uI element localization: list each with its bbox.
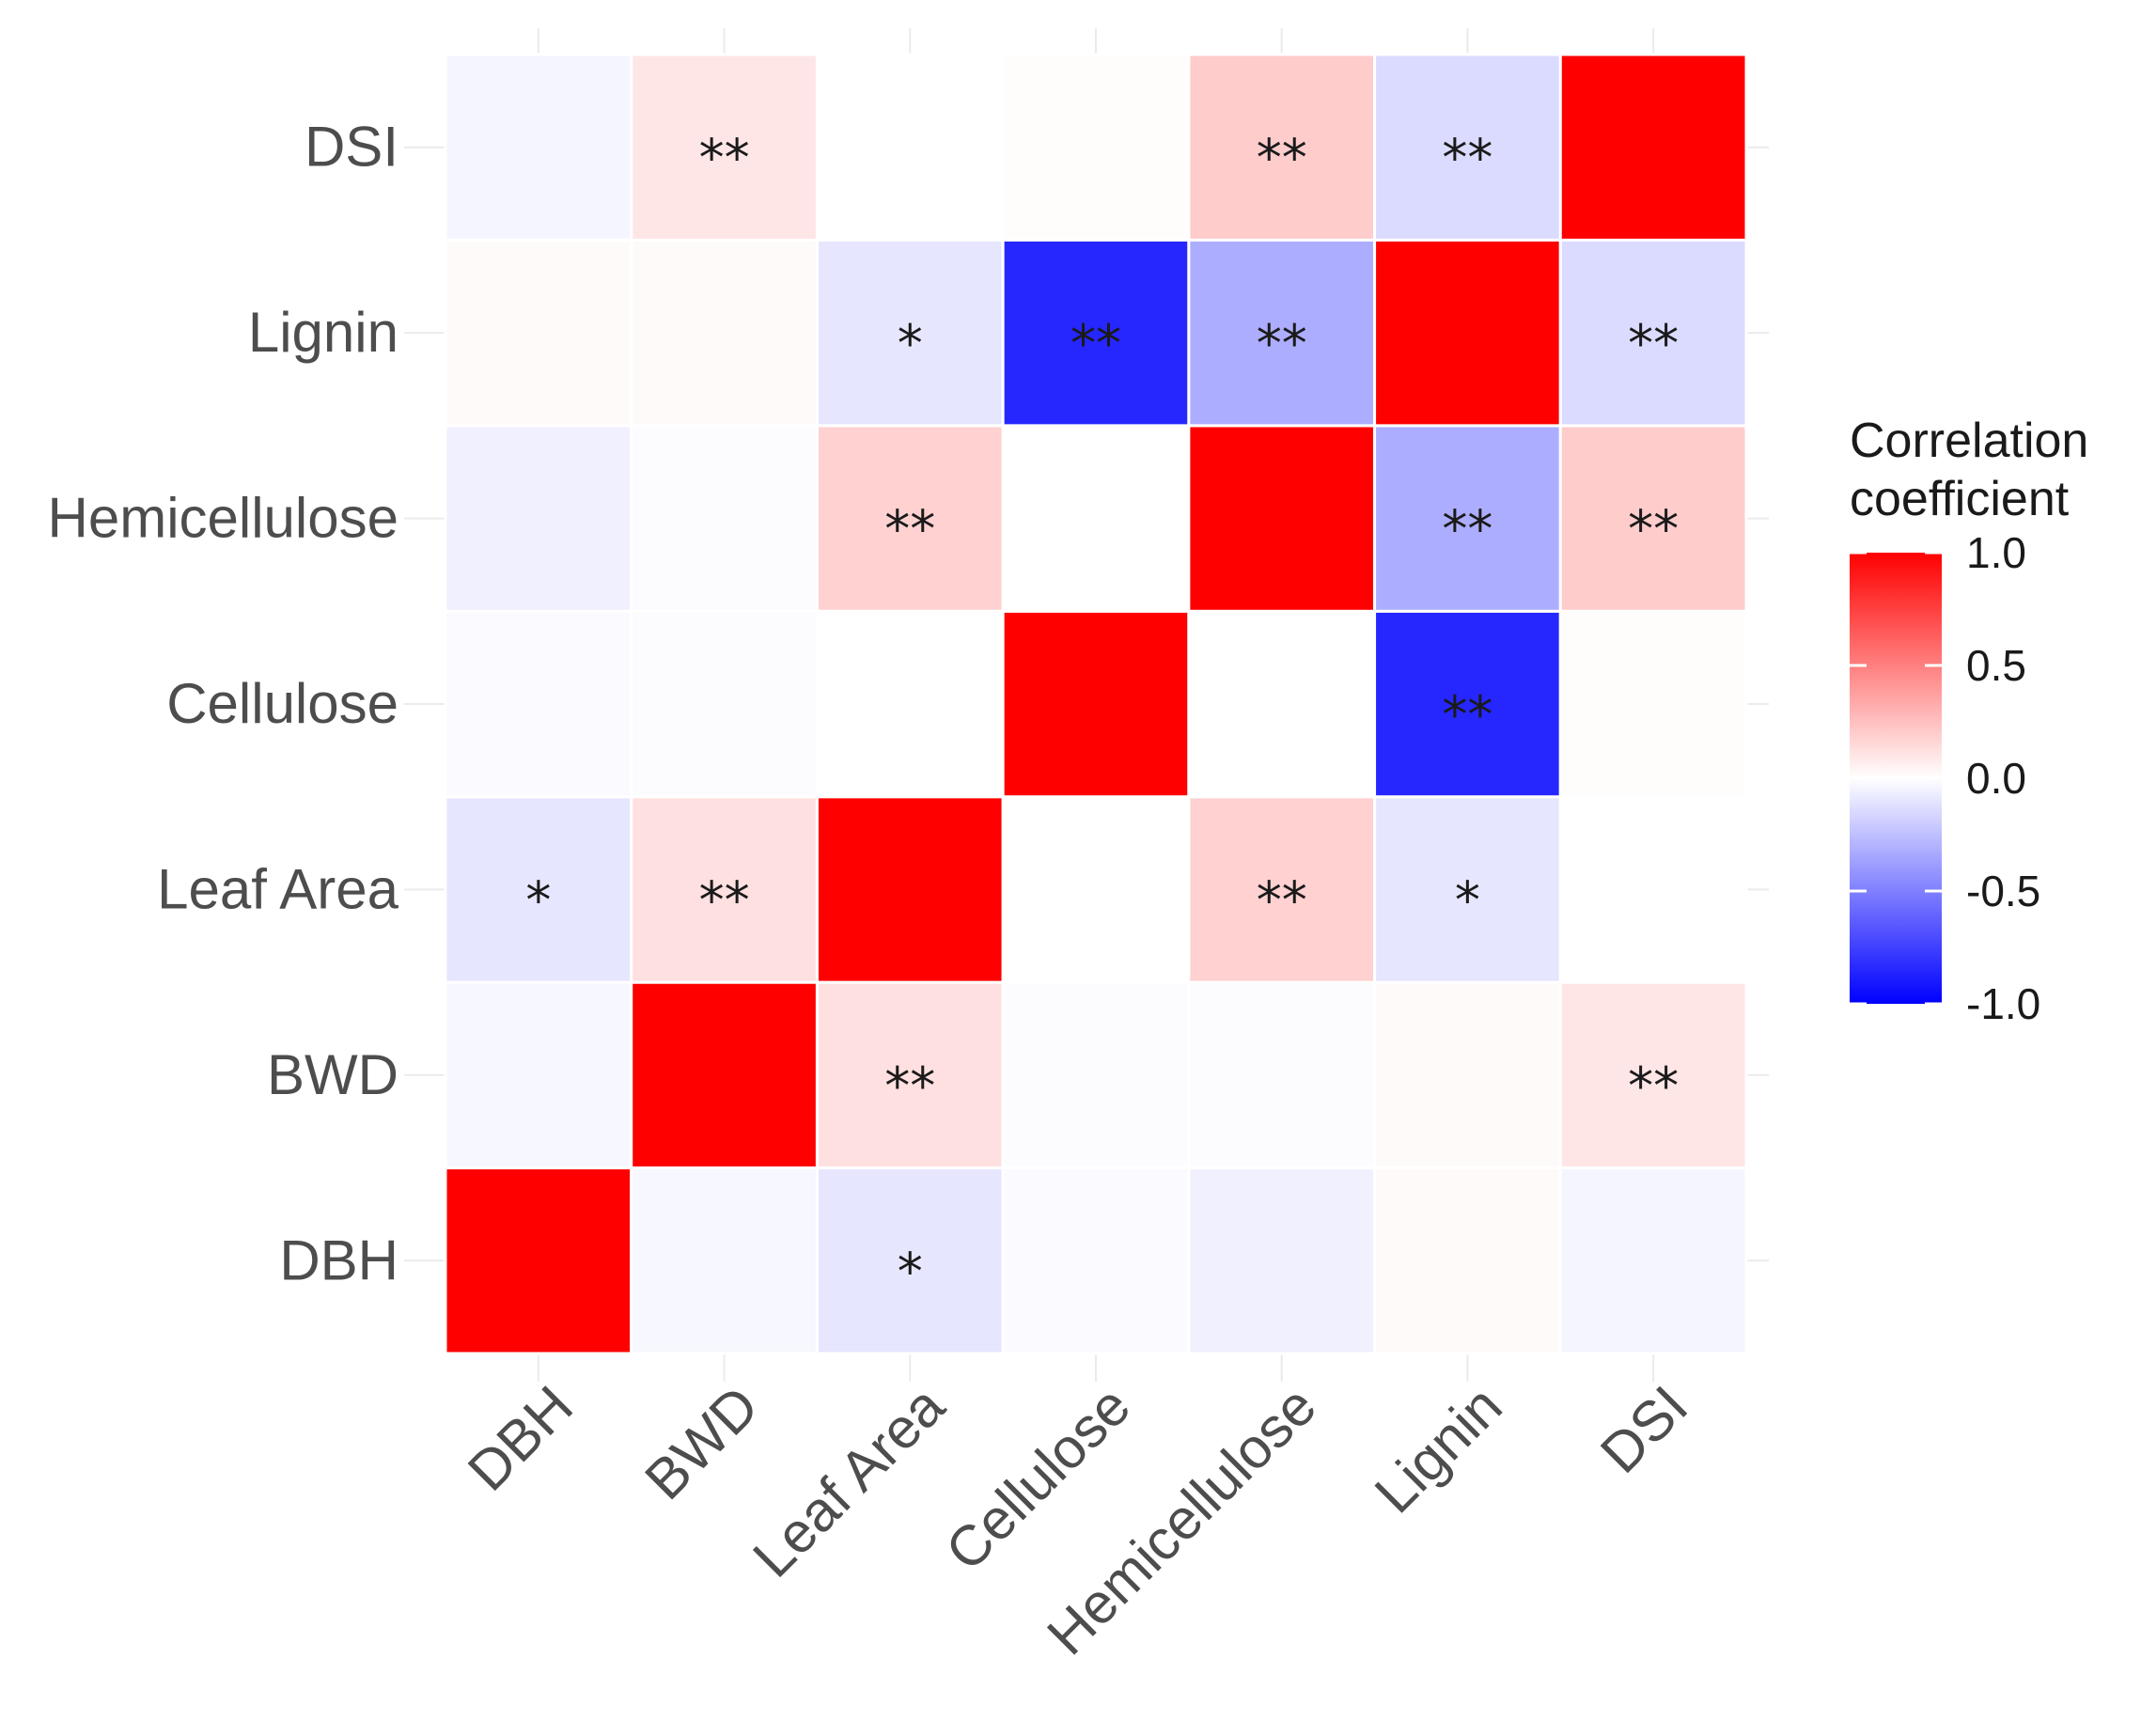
- heatmap-cell-cellulose-leaf-area: [815, 609, 1005, 799]
- heatmap-cell-lignin-hemicellulose: [1187, 238, 1377, 428]
- heatmap-cell-hemicellulose-lignin: [1373, 424, 1562, 613]
- significance-marker: **: [1628, 314, 1679, 373]
- y-tick-label-leaf-area: Leaf Area: [157, 857, 399, 920]
- x-tick-label-bwd: BWD: [633, 1374, 770, 1511]
- y-tick-label-dbh: DBH: [279, 1228, 399, 1291]
- heatmap-cell-dsi-leaf-area: [815, 53, 1005, 242]
- legend-break-label: -1.0: [1966, 979, 2040, 1028]
- heatmap-cell-cellulose-cellulose: [1001, 609, 1191, 799]
- heatmap-cell-bwd-bwd: [630, 980, 819, 1170]
- color-legend: Correlation coefficient 1.0 0.5 0.0 -0.5 -1.…: [1850, 414, 2088, 1028]
- heatmap-cell-dbh-dbh: [444, 1166, 633, 1355]
- heatmap-cell-dbh-dsi: [1558, 1166, 1748, 1355]
- x-tick-label-lignin: Lignin: [1363, 1374, 1514, 1525]
- heatmap-cell-hemicellulose-dsi: [1558, 424, 1748, 613]
- heatmap-cells: [444, 53, 1748, 1355]
- significance-marker: **: [699, 129, 750, 188]
- heatmap-cell-bwd-dsi: [1558, 980, 1748, 1170]
- heatmap-cell-hemicellulose-hemicellulose: [1187, 424, 1377, 613]
- heatmap-cell-cellulose-lignin: [1373, 609, 1562, 799]
- heatmap-cell-leaf-area-leaf-area: [815, 795, 1005, 984]
- x-tick-label-dbh: DBH: [456, 1374, 585, 1503]
- heatmap-cell-leaf-area-hemicellulose: [1187, 795, 1377, 984]
- heatmap-cell-leaf-area-lignin: [1373, 795, 1562, 984]
- significance-marker: **: [884, 500, 935, 559]
- heatmap-cell-bwd-lignin: [1373, 980, 1562, 1170]
- y-tick-label-lignin: Lignin: [248, 301, 399, 364]
- significance-marker: **: [1628, 500, 1679, 559]
- heatmap-cell-dsi-dsi: [1558, 53, 1748, 242]
- heatmap-cell-cellulose-dbh: [444, 609, 633, 799]
- legend-break-label: 0.5: [1966, 641, 2026, 690]
- heatmap-cell-bwd-dbh: [444, 980, 633, 1170]
- significance-marker: **: [884, 1056, 935, 1116]
- heatmap-cell-dbh-lignin: [1373, 1166, 1562, 1355]
- legend-breaks: 1.0 0.5 0.0 -0.5 -1.0: [1850, 528, 2040, 1028]
- significance-marker: **: [1628, 1056, 1679, 1116]
- heatmap-cell-dbh-hemicellulose: [1187, 1166, 1377, 1355]
- x-tick-label-leaf-area: Leaf Area: [741, 1373, 956, 1588]
- significance-marker: **: [1257, 870, 1307, 930]
- significance-marker: *: [898, 1242, 923, 1301]
- heatmap-cell-leaf-area-cellulose: [1001, 795, 1191, 984]
- heatmap-cell-bwd-cellulose: [1001, 980, 1191, 1170]
- heatmap-cell-lignin-cellulose: [1001, 238, 1191, 428]
- heatmap-cell-lignin-bwd: [630, 238, 819, 428]
- heatmap-cell-leaf-area-dsi: [1558, 795, 1748, 984]
- legend-break-label: 0.0: [1966, 754, 2026, 803]
- heatmap-cell-lignin-dbh: [444, 238, 633, 428]
- significance-marker: **: [1442, 500, 1492, 559]
- legend-title-line1: Correlation: [1850, 414, 2088, 468]
- x-tick-label-dsi: DSI: [1588, 1374, 1699, 1485]
- heatmap-cell-dsi-lignin: [1373, 53, 1562, 242]
- heatmap-cell-dsi-dbh: [444, 53, 633, 242]
- heatmap-cell-hemicellulose-bwd: [630, 424, 819, 613]
- heatmap-cell-dsi-bwd: [630, 53, 819, 242]
- significance-marker: **: [1257, 129, 1307, 188]
- significance-marker: **: [1442, 685, 1492, 744]
- significance-marker: **: [699, 870, 750, 930]
- heatmap-cell-dbh-cellulose: [1001, 1166, 1191, 1355]
- heatmap-cell-hemicellulose-dbh: [444, 424, 633, 613]
- heatmap-cell-lignin-leaf-area: [815, 238, 1005, 428]
- y-tick-label-cellulose: Cellulose: [166, 672, 399, 735]
- heatmap-cell-cellulose-dsi: [1558, 609, 1748, 799]
- y-tick-label-dsi: DSI: [305, 116, 399, 179]
- legend-break-label: 1.0: [1966, 528, 2026, 577]
- y-tick-label-hemicellulose: Hemicellulose: [48, 487, 399, 550]
- legend-break-label: -0.5: [1966, 867, 2040, 915]
- y-axis-tick-labels: DBH BWD Leaf Area Cellulose Hemicellulose Lig…: [48, 116, 419, 1291]
- significance-marker: **: [1257, 314, 1307, 373]
- heatmap-cell-hemicellulose-leaf-area: [815, 424, 1005, 613]
- heatmap-cell-lignin-dsi: [1558, 238, 1748, 428]
- y-tick-label-bwd: BWD: [267, 1043, 399, 1106]
- significance-marker: *: [898, 314, 923, 373]
- heatmap-cell-cellulose-hemicellulose: [1187, 609, 1377, 799]
- significance-markers: *** *** ** ** ***** ** *** ** ** **** ** **: [525, 129, 1679, 1302]
- significance-marker: **: [1070, 314, 1121, 373]
- heatmap-cell-hemicellulose-cellulose: [1001, 424, 1191, 613]
- significance-marker: *: [525, 870, 551, 930]
- heatmap-cell-dsi-cellulose: [1001, 53, 1191, 242]
- significance-marker: *: [1455, 870, 1480, 930]
- legend-title-line2: coefficient: [1850, 472, 2070, 526]
- significance-marker: **: [1442, 129, 1492, 188]
- heatmap-cell-lignin-lignin: [1373, 238, 1562, 428]
- heatmap-cell-dbh-bwd: [630, 1166, 819, 1355]
- heatmap-cell-dsi-hemicellulose: [1187, 53, 1377, 242]
- heatmap-cell-bwd-hemicellulose: [1187, 980, 1377, 1170]
- heatmap-cell-cellulose-bwd: [630, 609, 819, 799]
